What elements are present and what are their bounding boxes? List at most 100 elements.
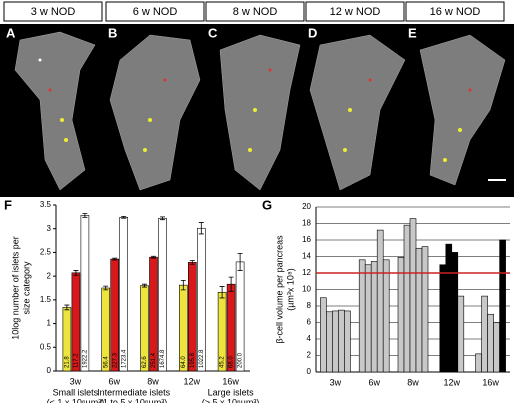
x-tick-label: 8w [407, 377, 419, 387]
dot [64, 138, 68, 142]
bar [326, 311, 333, 373]
annotation: (< 1 x 10⁶µm³) [47, 397, 105, 403]
islet-dots [38, 58, 472, 162]
annotation: (> 5 x 10⁶µm³) [202, 397, 260, 403]
y-tick-label: 20 [302, 202, 311, 211]
y-tick-label: 8 [307, 301, 312, 310]
header-box [205, 1, 305, 22]
bar [197, 227, 206, 372]
bar [445, 243, 453, 373]
value-label: 1723.4 [121, 349, 127, 368]
error-bar [237, 252, 243, 271]
header-box [405, 1, 505, 22]
pancreas-c [219, 34, 301, 191]
panel-letter: G [262, 197, 272, 212]
value-label: 195.8 [190, 352, 196, 368]
y-tick-label: 2.5 [40, 248, 52, 257]
dot [468, 88, 472, 92]
dot [143, 148, 147, 152]
value-label: 251.4 [151, 352, 157, 368]
x-tick-label: 16w [222, 376, 239, 386]
annotation: (1 to 5 x 10⁶µm³) [100, 397, 167, 403]
y-axis-label: (µm³x 10⁸) [285, 268, 295, 310]
dot [268, 68, 272, 72]
dot [163, 78, 167, 82]
dot [248, 148, 252, 152]
image-letter: A [6, 25, 16, 40]
value-label: 1674.8 [160, 349, 166, 368]
y-axis-label: β-cell volume per pancreas [274, 235, 284, 344]
x-tick-label: 6w [108, 376, 120, 386]
header-label: 3 w NOD [31, 6, 76, 18]
dot [38, 58, 42, 62]
bar [451, 252, 459, 373]
y-tick-label: 1.5 [40, 295, 52, 304]
bar [376, 229, 384, 373]
error-bar [112, 257, 118, 261]
dot [368, 78, 372, 82]
tissue [14, 31, 506, 191]
value-label: 1922.2 [82, 349, 88, 368]
y-tick-label: 3.5 [40, 200, 52, 209]
bar [119, 217, 128, 372]
y-tick-label: 12 [302, 268, 311, 277]
pancreas-a [14, 31, 96, 191]
x-tick-label: 6w [368, 377, 380, 387]
bar [499, 239, 506, 373]
bar [403, 224, 411, 373]
dot [343, 148, 347, 152]
pancreas-d [309, 34, 406, 191]
bar [439, 264, 447, 373]
y-axis-label: 10log number of islets per [10, 236, 20, 340]
value-label: 62.6 [142, 356, 148, 368]
y-tick-label: 14 [302, 252, 311, 261]
y-tick-label: 2 [47, 271, 52, 280]
error-bar [82, 213, 88, 218]
bar [481, 295, 488, 373]
error-bar [64, 304, 70, 311]
header-box [3, 1, 103, 22]
bar [415, 247, 423, 373]
header-label: 6 w NOD [133, 6, 178, 18]
pancreas-e [419, 34, 506, 186]
y-tick-label: 16 [302, 235, 311, 244]
error-bar [103, 285, 109, 291]
y-tick-label: 6 [307, 318, 312, 327]
error-bar [198, 222, 204, 235]
bar [421, 246, 429, 373]
error-bar [73, 270, 79, 276]
image-letter: B [108, 25, 117, 40]
value-label: 64.0 [181, 356, 187, 368]
bar [370, 261, 378, 373]
value-label: 200.0 [238, 352, 244, 368]
bar [487, 313, 494, 373]
image-letter: C [208, 25, 218, 40]
image-letter: E [408, 25, 417, 40]
y-tick-label: 2 [307, 351, 312, 360]
bar [320, 297, 327, 373]
bar [332, 310, 339, 373]
bar [409, 218, 417, 373]
x-tick-label: 12w [184, 376, 201, 386]
value-label: 227.3 [112, 352, 118, 368]
bar [382, 259, 390, 373]
bar [475, 353, 482, 373]
error-bar [180, 280, 186, 291]
error-bar [142, 283, 147, 288]
annotation: Small islets [53, 387, 99, 397]
value-label: 117.2 [73, 353, 79, 368]
header-box [305, 1, 405, 22]
x-tick-label: 16w [482, 377, 499, 387]
annotation: Large islets [208, 387, 255, 397]
y-tick-label: 0 [307, 367, 312, 376]
error-bar [189, 260, 195, 265]
bar [364, 264, 372, 373]
y-tick-label: 0 [47, 366, 52, 375]
annotation: Intermediate islets [97, 387, 171, 397]
dot [148, 118, 152, 122]
header-label: 12 w NOD [330, 6, 381, 18]
bar [338, 309, 345, 373]
y-tick-label: 1 [47, 319, 52, 328]
error-bar [121, 215, 127, 219]
